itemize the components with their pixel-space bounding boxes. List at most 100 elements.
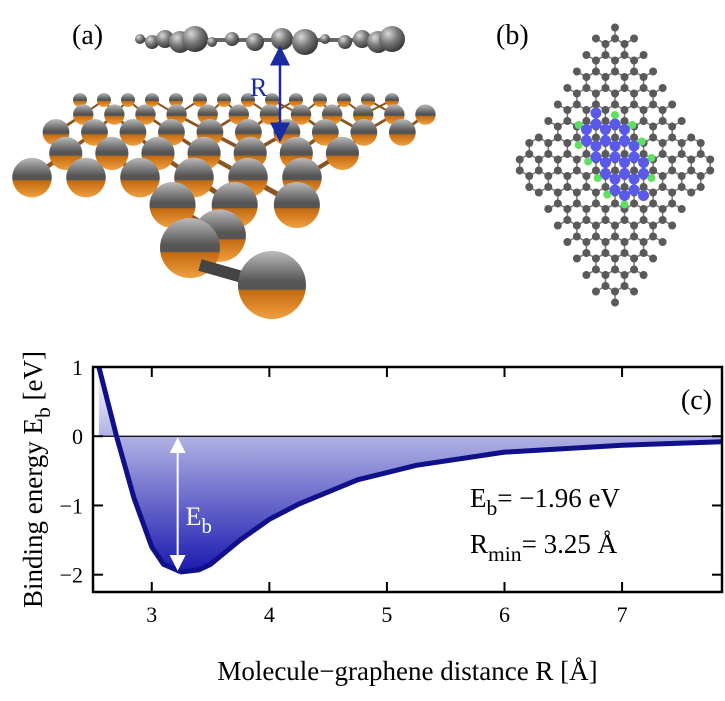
atom [630,89,639,98]
panel-a: R [12,26,436,319]
atom [677,183,686,191]
atom [544,139,553,147]
atom [553,100,562,109]
atom [620,183,629,191]
atom [534,133,543,142]
atom [591,100,600,109]
annotation: Eb= −1.96 eV [470,483,620,520]
atom [677,139,686,147]
y-tick-label: −1 [60,493,83,518]
atom [668,199,677,208]
atom [649,221,658,230]
hydrogen [647,154,656,162]
atom [544,150,553,158]
atom [609,173,621,185]
atom [337,93,351,107]
atom [620,84,629,92]
atom [379,26,405,52]
atom [620,106,629,114]
atom [628,173,640,185]
atom [353,104,374,125]
atom [241,93,255,107]
atom [668,188,677,197]
atom [658,172,667,180]
atom [525,139,534,147]
atom [601,106,610,114]
atom [591,287,600,296]
atom [193,93,207,107]
atom [572,199,581,208]
atom [544,172,553,180]
atom [553,188,562,197]
atom [591,265,600,274]
atom [553,166,562,175]
hydrogen [611,111,619,119]
atom [553,199,562,208]
atom [620,238,629,246]
atom [620,216,629,224]
atom [563,238,572,246]
atom [525,183,534,191]
atom [658,205,667,213]
atom [630,100,639,109]
atom [582,106,591,114]
atom [601,216,610,224]
atom [599,135,611,146]
atom [599,157,611,168]
atom [563,216,572,224]
atom [619,168,631,179]
atom [572,67,581,76]
atom [639,150,648,158]
atom [687,155,696,164]
atom [320,34,330,44]
atom [620,271,629,279]
atom [611,67,619,76]
atom [207,37,217,47]
atom [73,104,94,125]
atom [638,190,650,201]
hydrogen [628,121,637,129]
atom [580,124,592,135]
atom [677,150,686,158]
atom [182,26,208,52]
atom [591,67,600,76]
atom [677,172,686,180]
atom [611,298,619,307]
atom [639,106,648,114]
atom [338,35,352,49]
atom [639,238,648,246]
atom [601,282,610,290]
atom [590,107,602,119]
x-tick-label: 5 [381,602,392,627]
atom [639,51,648,59]
atom [591,199,600,208]
atom [582,117,591,125]
panel-label: (c) [681,385,712,416]
atom [611,56,619,65]
atom [630,67,639,76]
y-tick-label: 0 [72,424,83,449]
atom [687,133,696,142]
atom [289,93,303,107]
atom [81,118,108,146]
atom [658,216,667,224]
atom [620,73,629,81]
atom [311,118,339,146]
atom [591,166,600,175]
atom [590,151,602,163]
atom [601,40,610,48]
atom [630,265,639,274]
atom [563,139,572,147]
atom [706,155,715,164]
atom [649,67,658,76]
atom [273,182,320,228]
atom [259,104,281,125]
atom [95,136,129,170]
atom [238,251,306,319]
line [96,367,722,575]
atom [591,188,600,197]
atom [601,271,610,279]
atom [658,150,667,158]
y-axis-label: Binding energy Eb [eV] [18,351,55,608]
